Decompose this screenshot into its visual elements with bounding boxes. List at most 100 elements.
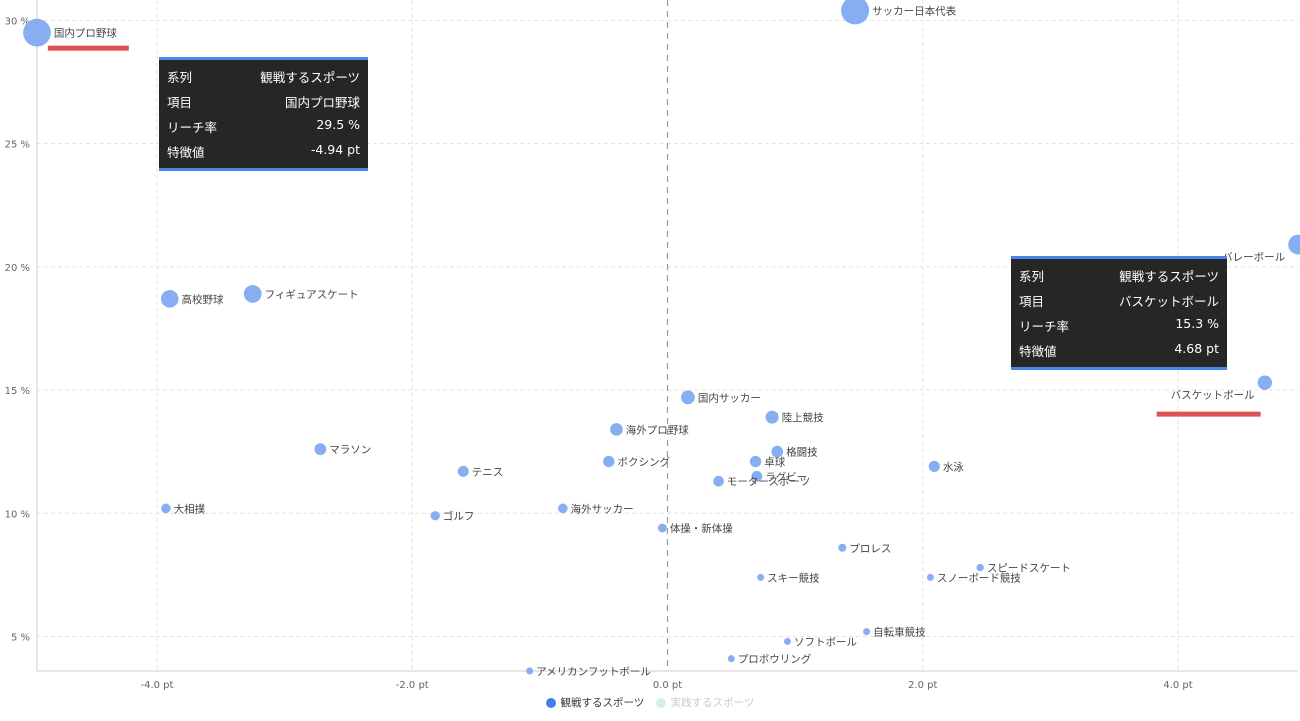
legend-dot-icon	[655, 697, 666, 708]
tooltip-row: 項目 バスケットボール	[1011, 288, 1227, 313]
point-label: 格闘技	[786, 446, 818, 459]
point-label: 自転車競技	[873, 626, 926, 639]
data-point	[681, 390, 695, 405]
tooltip-row: 項目 国内プロ野球	[159, 89, 368, 114]
data-point	[926, 573, 934, 581]
data-point	[1257, 375, 1273, 390]
data-point	[749, 455, 762, 468]
x-tick-label: 4.0 pt	[1163, 680, 1192, 691]
data-point	[863, 628, 871, 636]
tooltip-key: リーチ率	[1019, 319, 1070, 334]
point-label: 国内プロ野球	[54, 27, 117, 40]
data-point	[928, 460, 940, 473]
data-point	[526, 667, 534, 675]
point-label: ボクシング	[617, 456, 670, 469]
data-point	[838, 543, 847, 552]
legend-item-watch[interactable]: 観戦するスポーツ	[545, 695, 645, 710]
point-label: 国内サッカー	[698, 391, 761, 404]
x-tick-label: 0.0 pt	[653, 680, 682, 691]
tooltip-basketball: 系列 観戦するスポーツ 項目 バスケットボール リーチ率 15.3 % 特徴値 4.68…	[1011, 256, 1227, 370]
y-tick-label: 10 %	[5, 509, 30, 520]
tooltip-value: 29.5 %	[316, 117, 360, 132]
data-point	[161, 503, 171, 514]
legend: 観戦するスポーツ 実践するスポーツ	[0, 695, 1300, 711]
point-label: スノーボード競技	[937, 571, 1021, 584]
tooltip-key: リーチ率	[167, 120, 218, 135]
point-label: バレーボール	[1222, 252, 1285, 264]
point-label: 体操・新体操	[670, 522, 733, 535]
tooltip-value: -4.94 pt	[310, 142, 360, 157]
legend-label: 実践するスポーツ	[670, 697, 755, 709]
data-point	[160, 290, 179, 308]
tooltip-key: 項目	[1019, 294, 1045, 309]
point-label: モータースポーツ	[727, 476, 810, 488]
tooltip-value: 国内プロ野球	[284, 95, 360, 110]
x-tick-label: -4.0 pt	[140, 680, 173, 691]
data-point	[713, 475, 724, 487]
y-tick-label: 25 %	[5, 140, 30, 151]
data-point	[314, 443, 327, 456]
data-point	[430, 511, 440, 521]
point-label: 高校野球	[182, 293, 224, 306]
data-point	[23, 18, 51, 47]
point-label: ラグビー	[765, 470, 807, 483]
data-point	[765, 410, 779, 424]
data-point	[457, 465, 469, 477]
point-label: 水泳	[943, 460, 964, 473]
highlight-underline	[1156, 411, 1261, 417]
data-point	[841, 0, 870, 25]
data-point	[783, 637, 791, 645]
data-point	[751, 470, 763, 482]
tooltip-row: 系列 観戦するスポーツ	[159, 64, 368, 89]
point-label: ゴルフ	[443, 510, 475, 523]
point-label: 卓球	[764, 456, 785, 469]
tooltip-key: 系列	[167, 70, 193, 85]
tooltip-row: 系列 観戦するスポーツ	[1011, 263, 1227, 288]
x-tick-label: -2.0 pt	[396, 680, 429, 691]
point-label: フィギュアスケート	[265, 289, 359, 301]
legend-item-practice[interactable]: 実践するスポーツ	[655, 695, 755, 710]
data-points	[23, 0, 1300, 675]
tooltip-value: 観戦するスポーツ	[260, 70, 360, 85]
point-label: スピードスケート	[987, 562, 1071, 574]
point-label: マラソン	[329, 444, 371, 456]
tooltip-key: 特徴値	[167, 145, 205, 160]
data-point	[1288, 234, 1300, 255]
tooltip-row: リーチ率 15.3 %	[1011, 313, 1227, 338]
point-label: 海外プロ野球	[626, 423, 689, 436]
data-point	[757, 573, 765, 581]
data-point	[610, 423, 623, 436]
tooltip-row: 特徴値 4.68 pt	[1011, 338, 1227, 363]
tooltip-key: 特徴値	[1019, 344, 1057, 359]
data-point	[657, 523, 667, 533]
tooltip-row: 特徴値 -4.94 pt	[159, 139, 368, 164]
data-point	[727, 655, 735, 663]
point-label: 海外サッカー	[571, 502, 634, 515]
x-tick-label: 2.0 pt	[908, 680, 937, 691]
legend-label: 観戦するスポーツ	[560, 697, 645, 709]
y-tick-label: 30 %	[5, 16, 30, 27]
point-label: サッカー日本代表	[872, 4, 956, 17]
point-label: アメリカンフットボール	[536, 666, 651, 678]
data-point	[558, 503, 568, 514]
data-point	[243, 285, 262, 303]
tooltip-value: バスケットボール	[1118, 294, 1219, 309]
tooltip-domestic-baseball: 系列 観戦するスポーツ 項目 国内プロ野球 リーチ率 29.5 % 特徴値 -4.94 …	[159, 57, 368, 171]
point-label: スキー競技	[767, 571, 820, 584]
highlight-underline	[47, 45, 129, 51]
point-label: プロレス	[849, 543, 891, 555]
y-tick-label: 20 %	[5, 263, 30, 274]
tooltip-value: 15.3 %	[1175, 316, 1219, 331]
tooltip-value: 4.68 pt	[1174, 341, 1219, 356]
point-label: 陸上競技	[782, 411, 824, 424]
data-point	[603, 455, 615, 468]
y-tick-label: 5 %	[11, 632, 30, 643]
point-label: テニス	[472, 466, 504, 478]
data-point	[771, 445, 784, 458]
data-point	[976, 563, 984, 572]
y-tick-label: 15 %	[5, 386, 30, 397]
tooltip-row: リーチ率 29.5 %	[159, 114, 368, 139]
point-label: プロボウリング	[738, 653, 812, 666]
